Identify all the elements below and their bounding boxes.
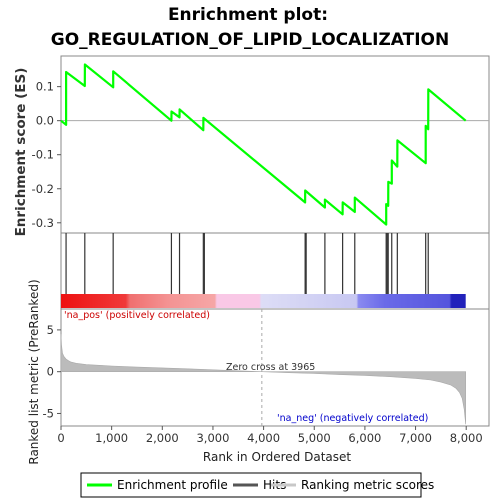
es-y-tick-label: -0.2 (32, 182, 54, 196)
es-panel: 0.1 0.0 -0.1 -0.2 -0.3 Enrichment score (ES) (13, 55, 490, 237)
x-tick-label: 5,000 (298, 431, 331, 445)
es-y-tick-label: 0.0 (36, 114, 54, 128)
legend: Enrichment profile Hits Ranking metric s… (80, 472, 434, 498)
zero-cross-label: Zero cross at 3965 (226, 362, 315, 373)
ranked-list-heatbar (61, 294, 466, 308)
pos-correlation-label: 'na_pos' (positively correlated) (64, 310, 210, 321)
es-plot-area (60, 55, 490, 234)
metric-y-tick-label: 5 (47, 323, 54, 337)
es-y-tick-label: 0.1 (36, 80, 54, 94)
es-y-axis-label: Enrichment score (ES) (13, 68, 29, 237)
chart-title-line-1: Enrichment plot: (168, 5, 328, 25)
x-tick-label: 6,000 (348, 431, 381, 445)
x-tick-label: 7,000 (399, 431, 432, 445)
x-tick-label: 3,000 (196, 431, 229, 445)
x-axis: 0 1,000 2,000 3,000 4,000 5,000 6,000 7,000 8,00… (57, 426, 483, 445)
es-y-ticks: 0.1 0.0 -0.1 -0.2 -0.3 (32, 80, 61, 230)
x-tick-label: 4,000 (247, 431, 280, 445)
es-y-tick-label: -0.3 (32, 216, 54, 230)
legend-enrichment-label: Enrichment profile (117, 478, 228, 492)
legend-box (80, 472, 422, 498)
ranking-metric-area (60, 334, 466, 425)
metric-y-axis-label: Ranked list metric (PreRanked) (27, 279, 41, 464)
metric-y-ticks: 5 0 -5 (43, 323, 61, 420)
metric-y-tick-label: 0 (47, 365, 54, 379)
x-tick-label: 1,000 (95, 431, 128, 445)
hits-panel (60, 232, 490, 310)
metric-panel: 50-5 'na_pos' (positively correlated) 'n… (27, 279, 490, 465)
metric-y-tick-label: -5 (43, 406, 54, 420)
neg-correlation-label: 'na_neg' (negatively correlated) (277, 413, 428, 424)
hit-lines (65, 233, 429, 294)
chart-title-line-2: GO_REGULATION_OF_LIPID_LOCALIZATION (51, 30, 450, 50)
x-tick-label: 0 (57, 431, 64, 445)
x-axis-label: Rank in Ordered Dataset (203, 450, 351, 464)
es-y-tick-label: -0.1 (32, 148, 54, 162)
x-tick-label: 8,000 (450, 431, 483, 445)
chart-titles: Enrichment plot: GO_REGULATION_OF_LIPID_… (51, 5, 450, 50)
enrichment-profile-line (60, 63, 467, 226)
legend-metric-label: Ranking metric scores (301, 478, 434, 492)
x-tick-label: 2,000 (146, 431, 179, 445)
